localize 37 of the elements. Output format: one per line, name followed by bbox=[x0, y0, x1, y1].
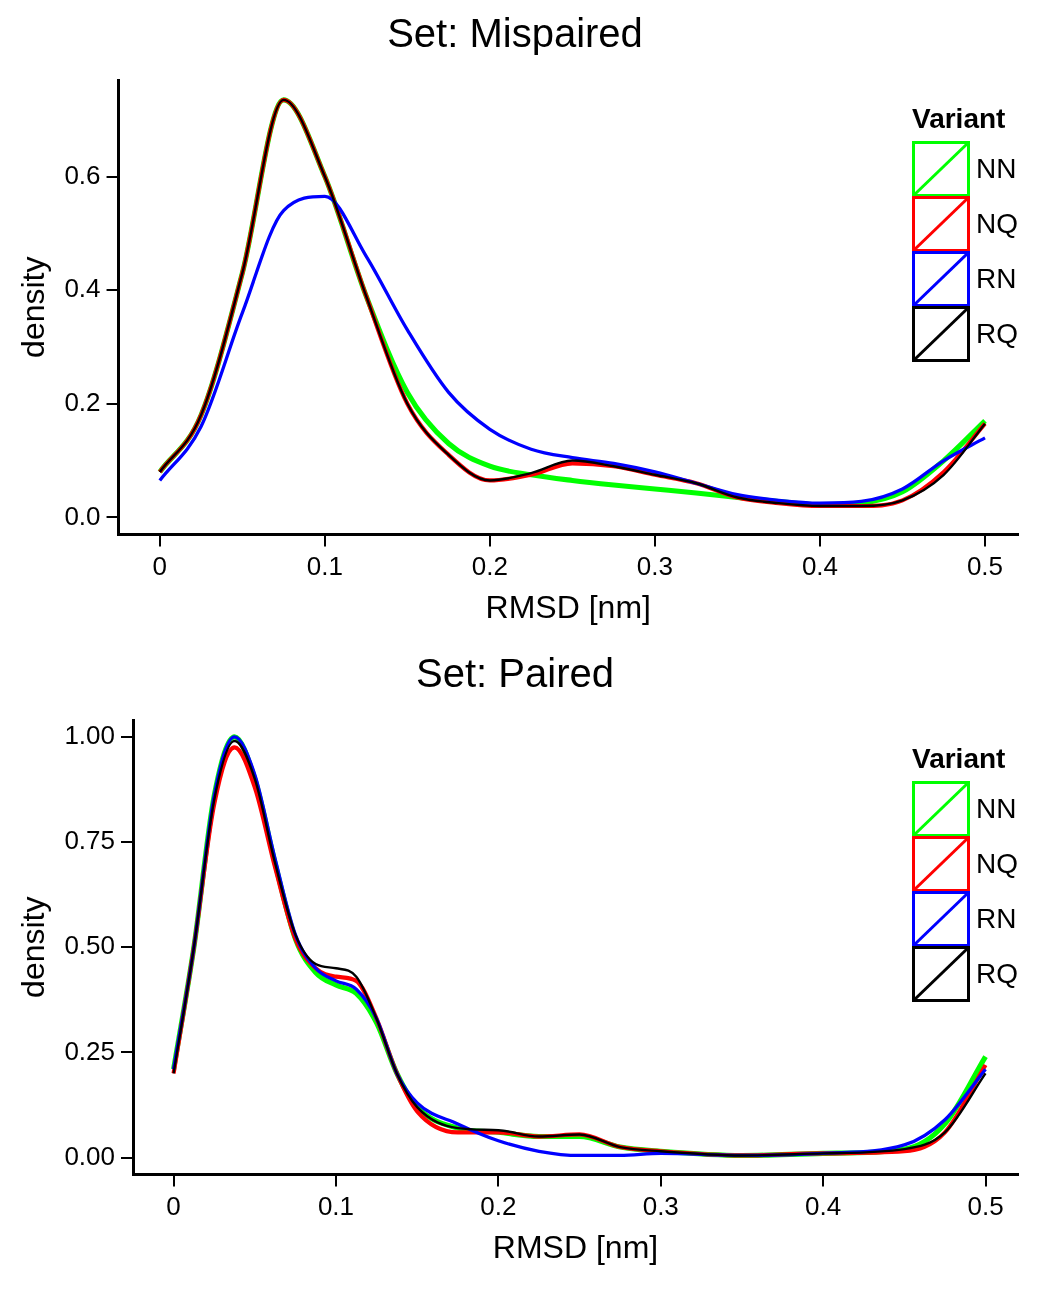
x-tick-label: 0.4 bbox=[801, 551, 839, 582]
x-tick-label: 0.5 bbox=[966, 551, 1004, 582]
x-tick-label: 0 bbox=[152, 551, 168, 582]
x-tick-label: 0.3 bbox=[636, 551, 673, 582]
legend-label: NQ bbox=[976, 847, 1018, 880]
x-tick-label: 0.3 bbox=[642, 1191, 679, 1222]
y-tick-label: 1.00 bbox=[64, 720, 115, 750]
legend-label: NQ bbox=[976, 207, 1018, 240]
chart-title: Set: Paired bbox=[416, 651, 614, 696]
y-tick-label: 0.6 bbox=[64, 159, 101, 190]
y-tick-label: 0.75 bbox=[64, 825, 115, 856]
x-tick-label: 0 bbox=[166, 1191, 181, 1222]
legend-label: NN bbox=[976, 792, 1017, 825]
y-tick-label: 0.2 bbox=[64, 386, 101, 417]
legend-label: RN bbox=[976, 902, 1017, 935]
legend-label: RN bbox=[976, 262, 1017, 295]
x-tick-label: 0.2 bbox=[480, 1191, 517, 1222]
legend-label: RQ bbox=[976, 957, 1018, 990]
y-tick-label: 0.50 bbox=[64, 930, 115, 961]
y-axis-title: density bbox=[15, 256, 52, 358]
x-tick-label: 0.5 bbox=[967, 1191, 1004, 1222]
legend-title: Variant bbox=[912, 103, 1007, 135]
chart-title: Set: Mispaired bbox=[387, 11, 643, 56]
x-tick-label: 0.1 bbox=[306, 551, 343, 582]
y-tick-label: 0.0 bbox=[64, 500, 101, 531]
y-axis-title: density bbox=[15, 896, 52, 998]
legend-label: RQ bbox=[976, 317, 1018, 350]
y-tick-label: 0.00 bbox=[64, 1140, 115, 1171]
y-tick-label: 0.25 bbox=[64, 1035, 115, 1066]
x-axis-title: RMSD [nm] bbox=[492, 1228, 659, 1265]
y-tick-label: 0.4 bbox=[64, 273, 101, 304]
legend-label: NN bbox=[976, 152, 1017, 185]
x-tick-label: 0.1 bbox=[317, 1191, 355, 1222]
x-axis-title: RMSD [nm] bbox=[485, 588, 651, 625]
x-tick-label: 0.2 bbox=[471, 551, 508, 582]
x-tick-label: 0.4 bbox=[805, 1191, 842, 1222]
legend-title: Variant bbox=[912, 743, 1007, 775]
